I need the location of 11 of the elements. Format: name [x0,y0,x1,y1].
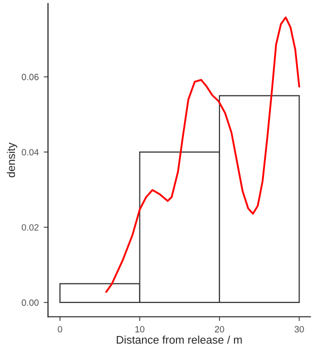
x-tick-label: 10 [135,326,144,332]
y-tick-label: 0.02 [22,224,39,231]
x-axis-title: Distance from release / m [116,336,242,344]
x-tick-label: 30 [294,326,304,332]
y-tick-label: 0.06 [22,74,39,80]
line-series [105,16,300,293]
y-axis-title: density [6,142,18,178]
y-tick-label: 0.00 [22,299,39,306]
y-tick-label: 0.04 [22,149,39,156]
x-tick-label: 20 [214,326,224,332]
x-tick-label: 0 [58,326,62,332]
